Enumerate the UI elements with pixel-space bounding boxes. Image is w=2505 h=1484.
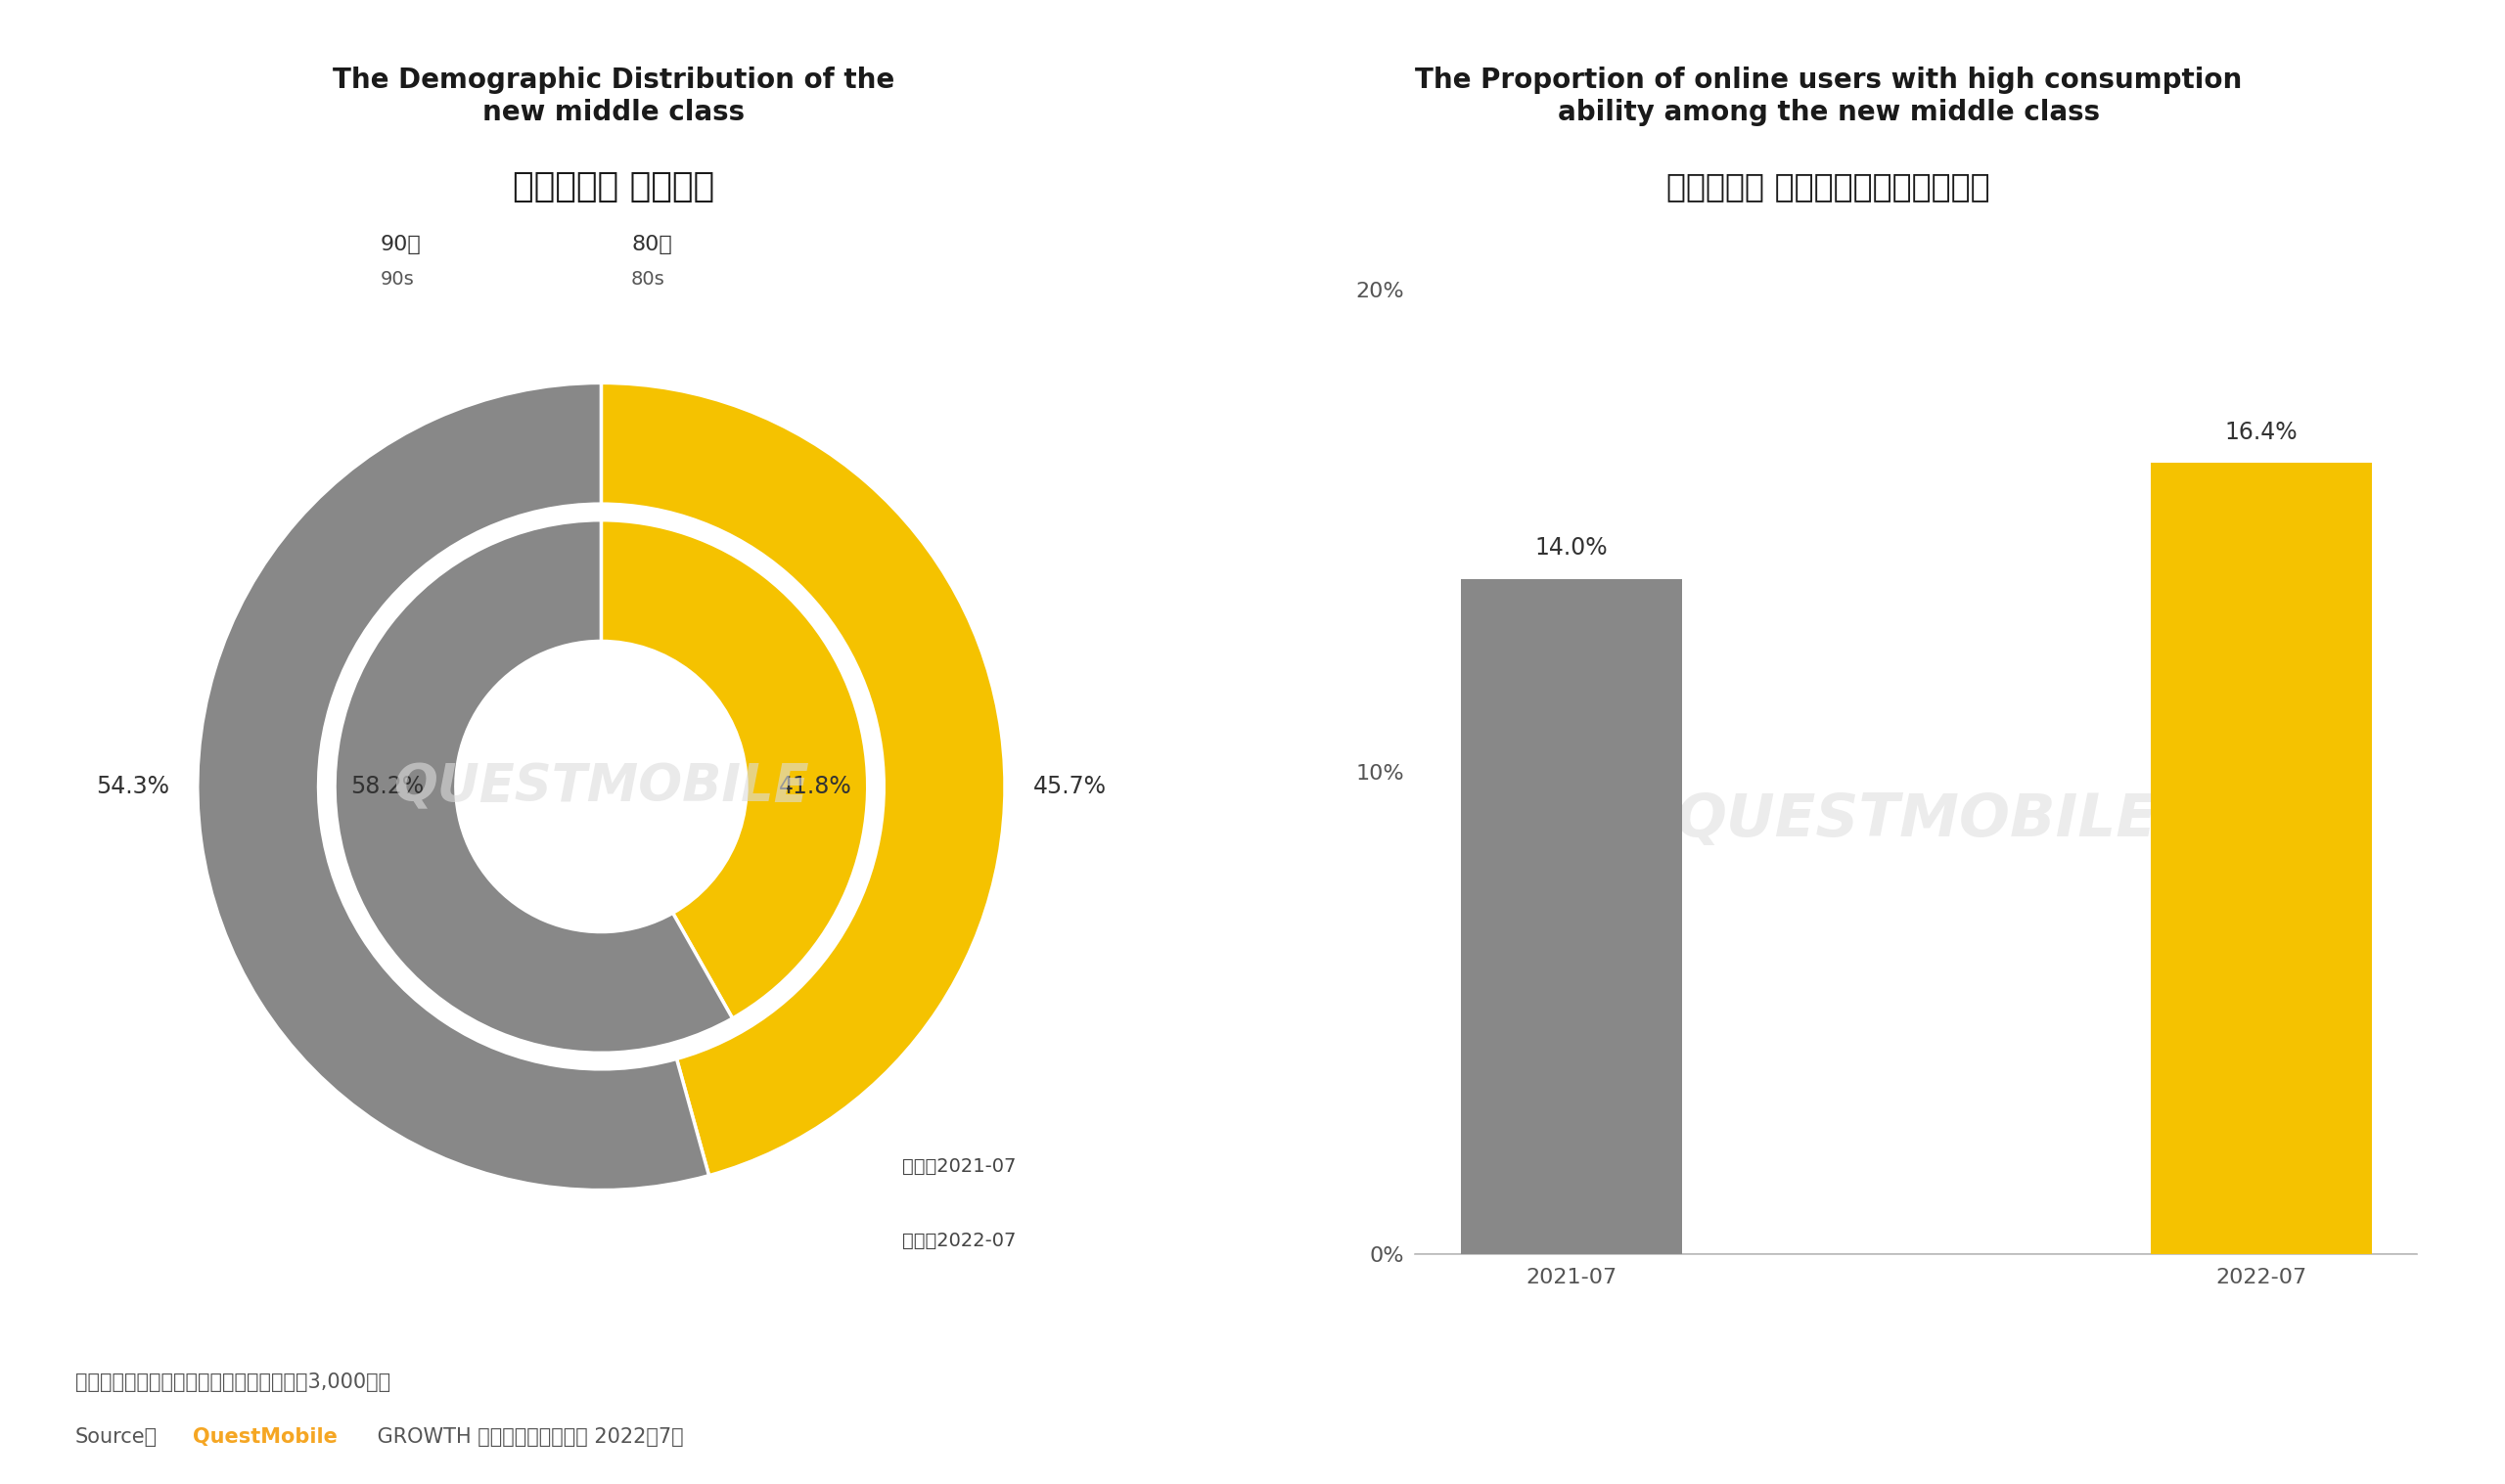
Text: 41.8%: 41.8%	[779, 775, 852, 798]
Text: Source：: Source：	[75, 1428, 158, 1447]
Text: QuestMobile: QuestMobile	[193, 1428, 338, 1447]
Text: 注：线上高消费能力，指线上消费能力大于3,000元。: 注：线上高消费能力，指线上消费能力大于3,000元。	[75, 1373, 391, 1392]
Text: 内圈：2021-07: 内圈：2021-07	[902, 1158, 1015, 1177]
Text: 新中产人群 代际分布: 新中产人群 代际分布	[514, 171, 714, 203]
Bar	[2152, 463, 2372, 1254]
Text: QUESTMOBILE: QUESTMOBILE	[393, 761, 809, 812]
Text: 外圈：2022-07: 外圈：2022-07	[902, 1232, 1015, 1251]
Text: GROWTH 用户画像标签数据库 2022年7月: GROWTH 用户画像标签数据库 2022年7月	[371, 1428, 684, 1447]
Text: 90s: 90s	[381, 270, 416, 288]
Wedge shape	[601, 519, 867, 1018]
Text: 80后: 80后	[631, 234, 671, 255]
Text: 54.3%: 54.3%	[95, 775, 170, 798]
Text: 新中产人群 线上高消费能力用户占比: 新中产人群 线上高消费能力用户占比	[1666, 171, 1991, 203]
Text: 45.7%: 45.7%	[1032, 775, 1107, 798]
Text: The Demographic Distribution of the
new middle class: The Demographic Distribution of the new …	[333, 67, 894, 126]
Text: The Proportion of online users with high consumption
ability among the new middl: The Proportion of online users with high…	[1415, 67, 2242, 126]
Bar	[1460, 579, 1681, 1254]
Text: QUESTMOBILE: QUESTMOBILE	[1676, 791, 2157, 849]
Wedge shape	[198, 383, 709, 1190]
Wedge shape	[601, 383, 1005, 1175]
Text: 80s: 80s	[631, 270, 666, 288]
Text: 14.0%: 14.0%	[1536, 536, 1608, 559]
Text: 90后: 90后	[381, 234, 421, 255]
Text: 58.2%: 58.2%	[351, 775, 423, 798]
Wedge shape	[336, 519, 731, 1054]
Text: 16.4%: 16.4%	[2224, 420, 2297, 444]
